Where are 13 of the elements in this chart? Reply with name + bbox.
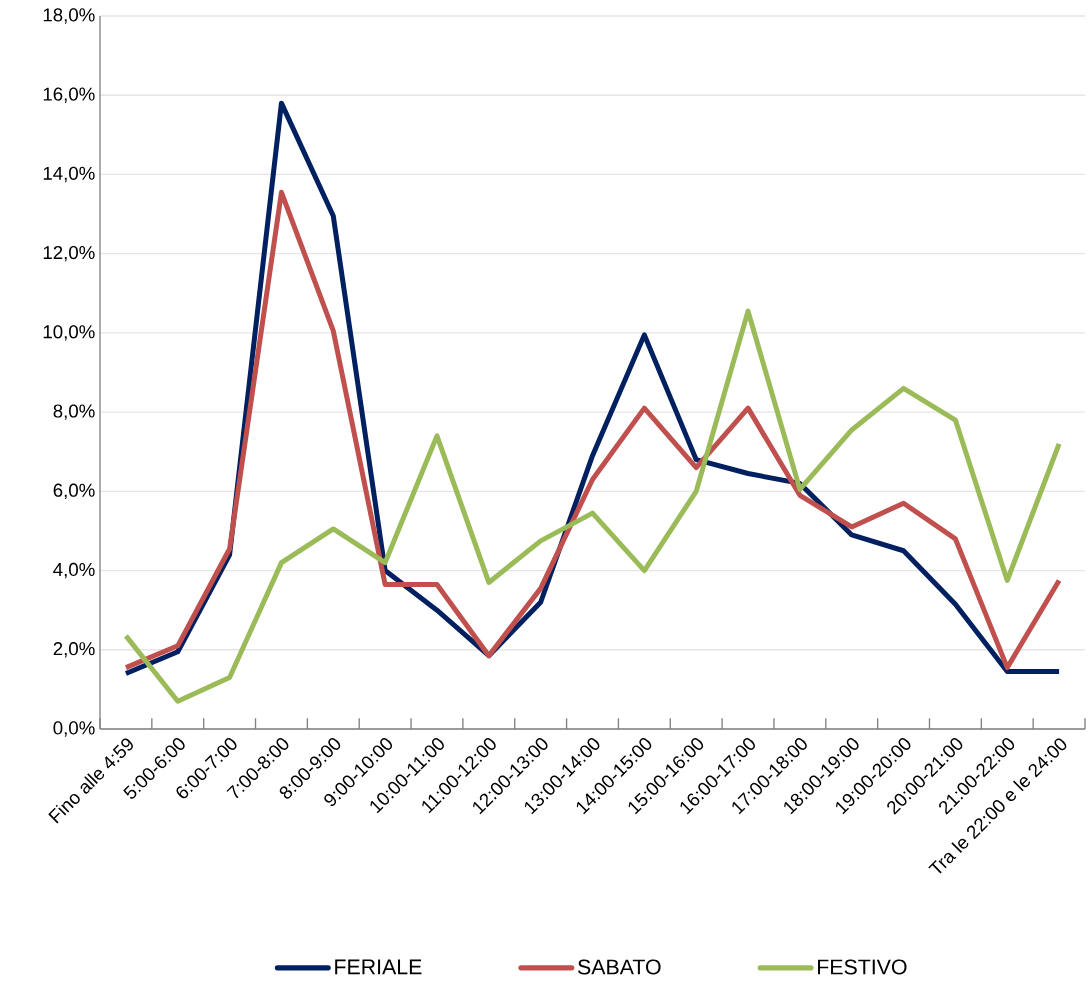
y-tick-label: 14,0%: [43, 166, 95, 183]
y-tick-label: 8,0%: [53, 404, 95, 420]
y-tick-label: 18,0%: [43, 8, 95, 24]
y-tick-label: 16,0%: [43, 87, 95, 103]
y-tick-label: 6,0%: [53, 483, 95, 500]
y-tick-label: 4,0%: [53, 562, 95, 579]
legend-label: SABATO: [578, 959, 661, 975]
legend-label: FESTIVO: [818, 959, 907, 975]
y-tick-label: 0,0%: [53, 721, 95, 737]
y-tick-label: 12,0%: [43, 245, 95, 262]
legend-label: FERIALE: [335, 959, 422, 975]
y-tick-label: 10,0%: [43, 325, 95, 341]
y-tick-label: 2,0%: [53, 642, 95, 658]
